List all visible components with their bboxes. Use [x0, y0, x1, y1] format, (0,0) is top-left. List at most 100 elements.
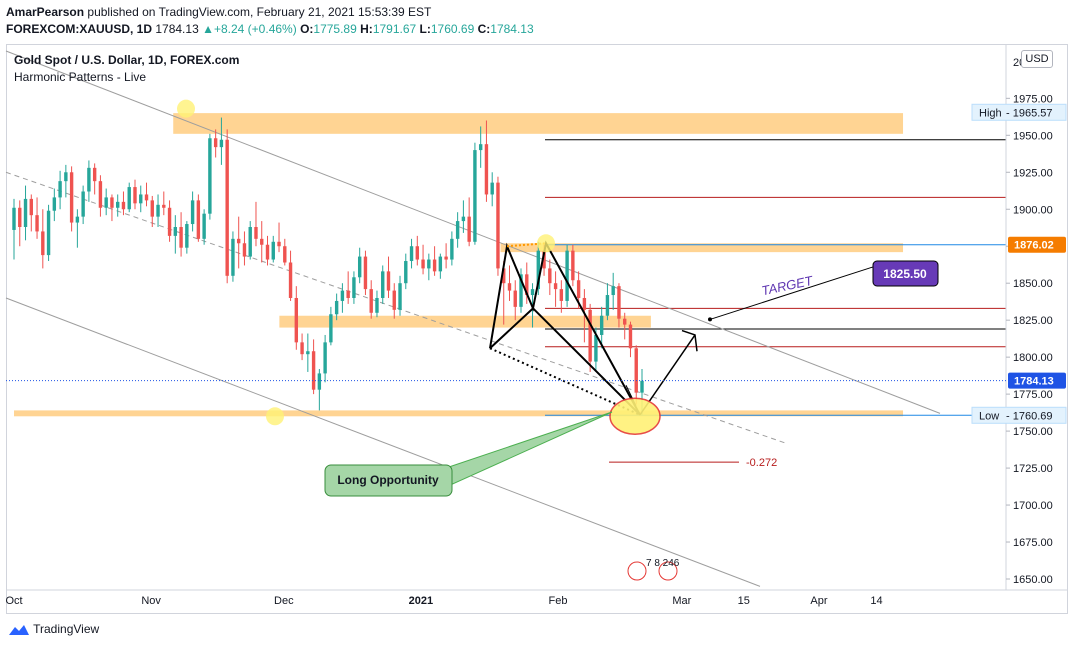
close-value: 1784.13: [490, 22, 534, 36]
candle-body: [81, 191, 85, 217]
candle-body: [271, 241, 275, 260]
candle-body: [254, 226, 258, 239]
candle-body: [478, 144, 483, 151]
chart-frame[interactable]: [6, 44, 1068, 614]
candle-body: [127, 187, 131, 210]
candle-body: [225, 139, 229, 276]
long-opportunity-label: Long Opportunity: [337, 473, 439, 487]
price-label-box: [971, 406, 1067, 424]
candle-body: [196, 200, 201, 239]
candle-body: [536, 250, 540, 290]
candle-body: [599, 315, 604, 335]
candle-body: [202, 213, 206, 239]
y-tick-label: 1825.00: [1013, 315, 1053, 327]
candle-body: [381, 271, 385, 298]
footer-brand[interactable]: TradingView: [8, 622, 99, 637]
close-label: C:: [477, 22, 491, 36]
candle-body: [162, 204, 166, 208]
candle-body: [311, 351, 316, 390]
candle-body: [219, 139, 224, 148]
candle-body: [58, 181, 62, 198]
channel-mid: [5, 171, 786, 444]
x-tick-label: 2021: [409, 595, 433, 607]
candles: [12, 117, 644, 415]
y-tick-label: 1650.00: [1013, 574, 1053, 586]
y-tick-label: 1750.00: [1013, 426, 1053, 438]
event-counts: 7 8 246: [646, 558, 680, 569]
channel-lines: [5, 50, 941, 587]
candle-body: [594, 334, 598, 362]
marker-d: [609, 397, 661, 436]
chart-title: Gold Spot / U.S. Dollar, 1D, FOREX.com: [14, 53, 240, 67]
candle-body: [167, 207, 172, 236]
candle-body: [548, 268, 552, 284]
candle-body: [461, 216, 466, 222]
candle-body: [553, 283, 558, 290]
low-label: L:: [419, 22, 431, 36]
candle-body: [87, 167, 91, 192]
candle-body: [236, 238, 241, 244]
open-label: O:: [300, 22, 314, 36]
open-value: 1775.89: [313, 22, 357, 36]
marker-high: [177, 99, 195, 118]
y-tick-label: 1975.00: [1013, 93, 1053, 105]
candle-body: [283, 246, 287, 263]
y-tick-label: 1925.00: [1013, 167, 1053, 179]
candle-body: [260, 238, 264, 245]
y-tick-label: 1800.00: [1013, 352, 1053, 364]
author-name[interactable]: AmarPearson: [6, 5, 85, 19]
candle-body: [41, 231, 45, 256]
candle-body: [432, 259, 437, 272]
candle-body: [52, 197, 57, 211]
publish-info: AmarPearson published on TradingView.com…: [6, 5, 431, 19]
candle-body: [617, 286, 621, 319]
candle-body: [559, 289, 564, 301]
x-tick-label: Oct: [5, 595, 22, 607]
candle-body: [450, 238, 454, 260]
candle-body: [116, 201, 120, 208]
high-label: H:: [360, 22, 373, 36]
flag-icon: [627, 561, 647, 581]
currency-button[interactable]: USD: [1021, 50, 1053, 68]
candle-body: [582, 297, 587, 310]
price-label-value: - 1760.69: [1006, 410, 1052, 422]
target-box: [872, 260, 939, 287]
ohlc-header: FOREXCOM:XAUUSD, 1D 1784.13 ▲+8.24 (+0.4…: [6, 22, 534, 36]
zone: [500, 243, 904, 253]
candle-body: [64, 172, 68, 182]
candle-body: [369, 289, 373, 313]
candle-body: [507, 283, 512, 291]
candle-body: [611, 286, 615, 296]
candle-body: [415, 246, 420, 260]
tradingview-logo-icon: [9, 624, 29, 635]
candle-body: [444, 256, 448, 260]
price-label-box: [1008, 372, 1066, 389]
candle-body: [421, 259, 425, 269]
candle-body: [542, 250, 546, 269]
marker-low: [266, 407, 284, 426]
channel-upper: [5, 50, 941, 414]
zone: [173, 113, 904, 134]
candle-body: [248, 226, 252, 257]
candle-body: [427, 259, 431, 269]
zone: [279, 315, 651, 328]
chart-subtitle: Harmonic Patterns - Live: [14, 70, 147, 84]
candle-body: [340, 290, 345, 301]
candle-body: [438, 256, 443, 272]
callout-box: [324, 464, 453, 497]
candle-body: [363, 256, 368, 290]
candle-body: [588, 309, 592, 362]
y-tick-label: 1700.00: [1013, 500, 1053, 512]
price-labels: High - 1965.57 1876.02 1784.13 Low - 1760.69: [6, 103, 1067, 424]
marker-c: [537, 234, 555, 253]
candle-body: [317, 373, 322, 390]
candle-body: [386, 271, 391, 291]
flag-icon: [658, 561, 678, 581]
candle-body: [294, 297, 299, 343]
candle-body: [156, 204, 160, 217]
candle-body: [69, 172, 74, 223]
target-dot: [708, 317, 712, 322]
candle-body: [519, 274, 523, 307]
candle-body: [404, 261, 408, 284]
